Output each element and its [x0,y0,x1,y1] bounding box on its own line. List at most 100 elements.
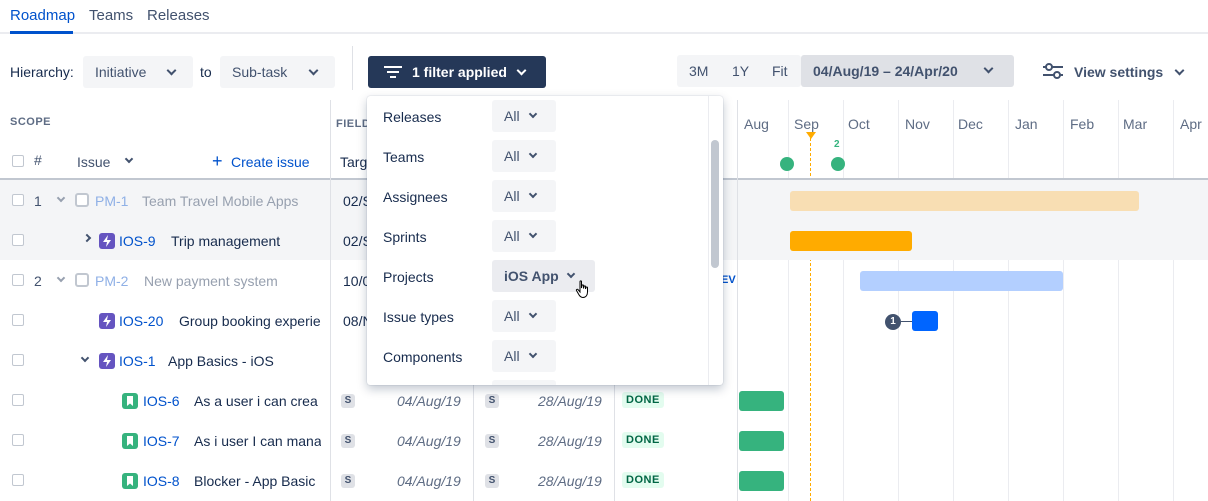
epic-icon [99,233,115,249]
epic-bar[interactable] [912,311,938,331]
tab-roadmap[interactable]: Roadmap [10,7,76,24]
month-label: Jan [1015,116,1038,132]
issue-key[interactable]: IOS-7 [143,433,180,449]
target-date: 10/0 [343,273,371,289]
row-checkbox[interactable] [12,194,24,206]
timeline-divider [737,100,738,501]
status-badge: DONE [622,432,664,448]
filter-value: iOS App [504,268,559,284]
num-column-header: # [34,152,42,168]
issue-summary: App Basics - iOS [168,353,274,369]
tab-releases[interactable]: Releases [147,7,210,24]
chevron-down-icon [528,309,538,319]
start-date: 04/Aug/19 [397,393,461,409]
today-line [810,138,811,501]
row-checkbox[interactable] [12,474,24,486]
row-checkbox[interactable] [12,354,24,366]
hierarchy-from-select[interactable]: Initiative [83,56,193,88]
chevron-down-icon [528,109,538,119]
filter-label-components: Components [383,349,463,365]
plus-icon: + [212,151,223,171]
filter-select-teams[interactable]: All [492,140,556,172]
epic-bar[interactable] [790,231,912,251]
chevron-down-icon [566,269,576,279]
issue-summary: Blocker - App Basic [194,473,316,489]
row-checkbox[interactable] [12,234,24,246]
row-checkbox[interactable] [12,434,24,446]
chevron-down-icon [528,349,538,359]
table-row[interactable]: IOS-1 App Basics - iOS [0,340,1208,380]
target-column-header: Targ [340,154,368,170]
filter-label-teams: Teams [383,149,425,165]
release-marker[interactable] [780,157,794,171]
hierarchy-label: Hierarchy: [10,64,74,80]
row-checkbox[interactable] [12,314,24,326]
story-bar[interactable] [739,471,784,491]
filter-select-partial[interactable] [492,380,556,385]
issue-summary: As a user i can crea [194,393,318,409]
initiative-bar[interactable] [860,271,1063,291]
table-row[interactable]: IOS-7 As i user I can mana S 04/Aug/19 S… [0,420,1208,460]
time-1y-button[interactable]: 1Y [732,63,750,79]
filter-button[interactable]: 1 filter applied [368,56,546,88]
release-marker[interactable] [831,157,845,171]
chevron-down-icon [1174,65,1185,76]
row-checkbox[interactable] [12,274,24,286]
filter-select-assignees[interactable]: All [492,180,556,212]
filter-select-components[interactable]: All [492,340,556,372]
chevron-down-icon[interactable] [56,193,66,203]
sliders-icon [1043,63,1063,79]
scrollbar-track [708,96,709,385]
chevron-right-icon[interactable] [82,233,92,243]
create-issue-link[interactable]: Create issue [231,154,310,170]
hierarchy-to-select[interactable]: Sub-task [220,56,335,88]
dependency-badge[interactable]: 1 [885,314,901,330]
issue-summary: Group booking experie [179,313,321,329]
filter-icon [384,66,402,78]
month-label: Aug [744,116,769,132]
start-date: 04/Aug/19 [397,473,461,489]
initiative-bar[interactable] [790,191,1139,211]
table-row[interactable]: IOS-8 Blocker - App Basic S 04/Aug/19 S … [0,460,1208,500]
time-3m-button[interactable]: 3M [689,63,709,79]
tab-teams[interactable]: Teams [89,7,134,24]
date-range-select[interactable]: 04/Aug/19 – 24/Apr/20 [801,55,1014,87]
toolbar-divider [352,46,353,90]
end-date: 28/Aug/19 [538,393,602,409]
chevron-down-icon [528,229,538,239]
time-fit-button[interactable]: Fit [772,63,788,79]
scrollbar-thumb[interactable] [711,140,719,268]
chevron-down-icon[interactable] [80,353,90,363]
end-date: 28/Aug/19 [538,473,602,489]
table-row[interactable]: 2 PM-2 New payment system 10/0 EV [0,260,1208,300]
month-label: Oct [848,116,870,132]
filter-select-sprints[interactable]: All [492,220,556,252]
filter-select-issue-types[interactable]: All [492,300,556,332]
issue-key[interactable]: IOS-9 [119,233,156,249]
filter-select-projects[interactable]: iOS App [492,260,595,292]
dependency-line [901,321,913,322]
issue-key[interactable]: IOS-8 [143,473,180,489]
chevron-down-icon[interactable] [56,273,66,283]
issue-key[interactable]: IOS-20 [119,313,164,329]
table-row[interactable]: IOS-20 Group booking experie 08/N 1 [0,300,1208,340]
status-badge: DONE [622,472,664,488]
row-checkbox[interactable] [12,394,24,406]
issue-key[interactable]: PM-2 [95,273,129,289]
table-row[interactable]: IOS-6 As a user i can crea S 04/Aug/19 S… [0,380,1208,420]
issue-key[interactable]: PM-1 [95,193,129,209]
status-badge: DONE [622,392,664,408]
month-label: Dec [958,116,983,132]
issue-column-header[interactable]: Issue [77,154,111,170]
filter-dropdown: Releases All Teams All Assignees All Spr… [367,96,723,385]
filter-label-assignees: Assignees [383,189,448,205]
issue-key[interactable]: IOS-6 [143,393,180,409]
epic-icon [99,313,115,329]
story-icon [122,473,138,489]
issue-key[interactable]: IOS-1 [119,353,156,369]
story-bar[interactable] [739,391,784,411]
filter-value: All [504,228,520,244]
story-bar[interactable] [739,431,784,451]
select-all-checkbox[interactable] [12,155,24,167]
filter-select-releases[interactable]: All [492,100,556,132]
